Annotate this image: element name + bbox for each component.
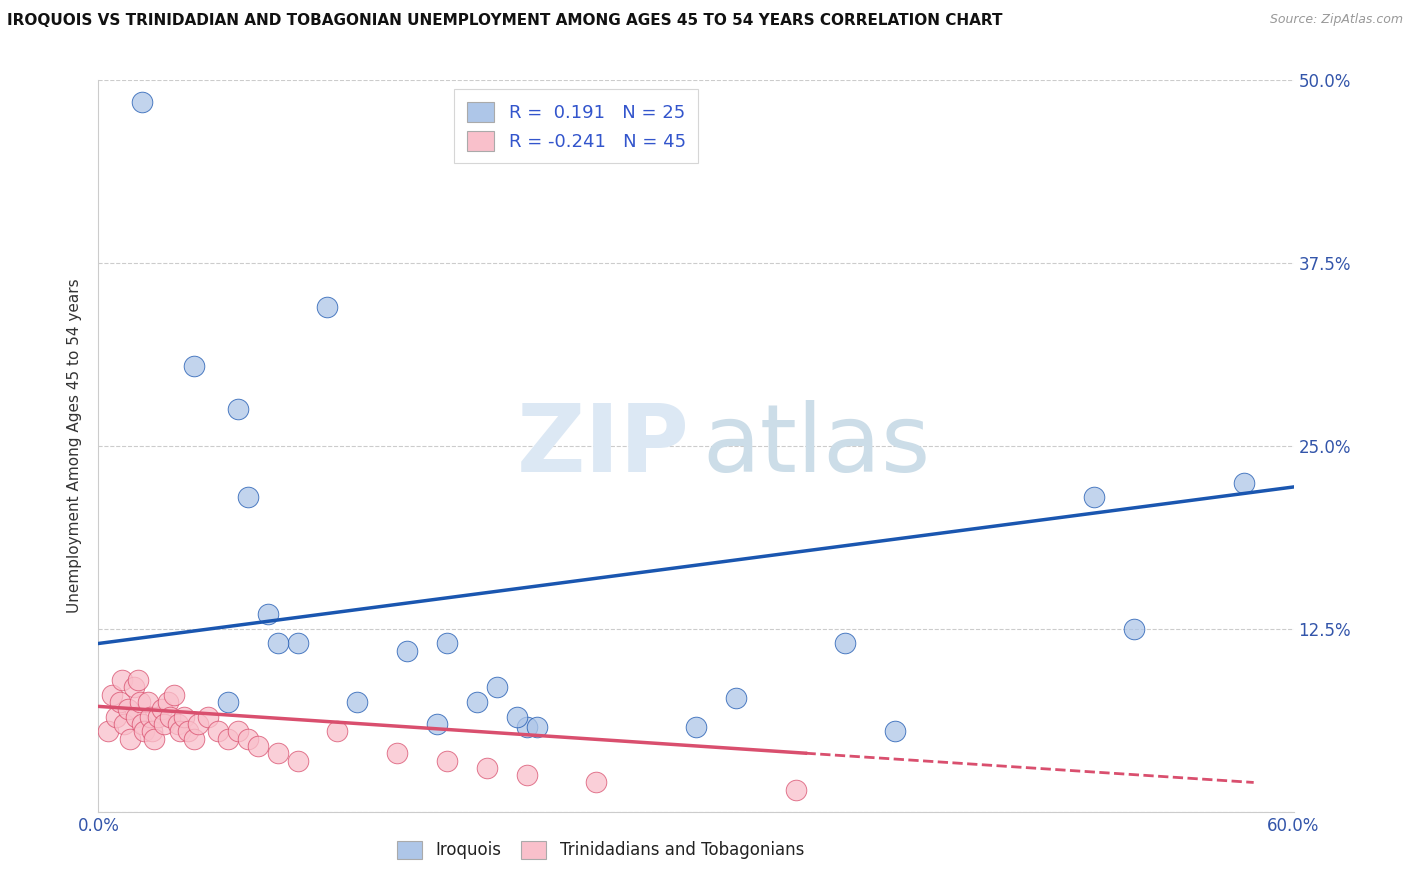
Point: [125, 709, 148, 723]
Point: [183, 731, 205, 746]
Point: [226, 724, 249, 739]
Point: [183, 359, 205, 373]
Point: [97, 724, 120, 739]
Point: [287, 754, 309, 768]
Point: [111, 673, 134, 687]
Point: [267, 636, 290, 650]
Point: [112, 717, 135, 731]
Point: [120, 731, 142, 746]
Point: [131, 717, 153, 731]
Point: [526, 720, 548, 734]
Point: [127, 673, 149, 687]
Point: [685, 720, 707, 734]
Y-axis label: Unemployment Among Ages 45 to 54 years: Unemployment Among Ages 45 to 54 years: [67, 278, 83, 614]
Point: [834, 636, 856, 650]
Point: [105, 709, 128, 723]
Point: [217, 695, 239, 709]
Point: [316, 300, 339, 314]
Point: [396, 644, 419, 658]
Point: [1233, 475, 1256, 490]
Point: [153, 717, 176, 731]
Point: [173, 709, 195, 723]
Point: [785, 782, 807, 797]
Point: [124, 681, 146, 695]
Point: [177, 724, 200, 739]
Point: [465, 695, 488, 709]
Point: [134, 724, 156, 739]
Point: [110, 695, 132, 709]
Point: [436, 636, 458, 650]
Legend: Iroquois, Trinidadians and Tobagonians: Iroquois, Trinidadians and Tobagonians: [387, 830, 814, 869]
Point: [217, 731, 239, 746]
Point: [516, 768, 538, 782]
Point: [101, 688, 124, 702]
Point: [1083, 490, 1105, 504]
Point: [187, 717, 209, 731]
Point: [139, 709, 162, 723]
Point: [385, 746, 409, 760]
Point: [148, 709, 170, 723]
Point: [143, 731, 166, 746]
Point: [157, 695, 180, 709]
Point: [436, 754, 458, 768]
Point: [506, 709, 529, 723]
Text: IROQUOIS VS TRINIDADIAN AND TOBAGONIAN UNEMPLOYMENT AMONG AGES 45 TO 54 YEARS CO: IROQUOIS VS TRINIDADIAN AND TOBAGONIAN U…: [7, 13, 1002, 29]
Point: [287, 636, 309, 650]
Point: [169, 724, 191, 739]
Point: [131, 95, 153, 110]
Point: [236, 731, 259, 746]
Point: [117, 702, 139, 716]
Point: [141, 724, 163, 739]
Point: [136, 695, 159, 709]
Point: [884, 724, 907, 739]
Point: [167, 717, 190, 731]
Point: [150, 702, 173, 716]
Text: Source: ZipAtlas.com: Source: ZipAtlas.com: [1270, 13, 1403, 27]
Point: [585, 775, 607, 789]
Text: atlas: atlas: [702, 400, 931, 492]
Point: [226, 402, 249, 417]
Point: [129, 695, 152, 709]
Point: [516, 720, 538, 734]
Text: ZIP: ZIP: [517, 400, 690, 492]
Point: [326, 724, 349, 739]
Point: [485, 681, 508, 695]
Point: [724, 690, 747, 705]
Point: [1123, 622, 1146, 636]
Point: [197, 709, 219, 723]
Point: [207, 724, 229, 739]
Point: [256, 607, 278, 622]
Point: [236, 490, 259, 504]
Point: [246, 739, 269, 753]
Point: [475, 761, 498, 775]
Point: [346, 695, 368, 709]
Point: [163, 688, 186, 702]
Point: [159, 709, 181, 723]
Point: [426, 717, 449, 731]
Point: [267, 746, 290, 760]
